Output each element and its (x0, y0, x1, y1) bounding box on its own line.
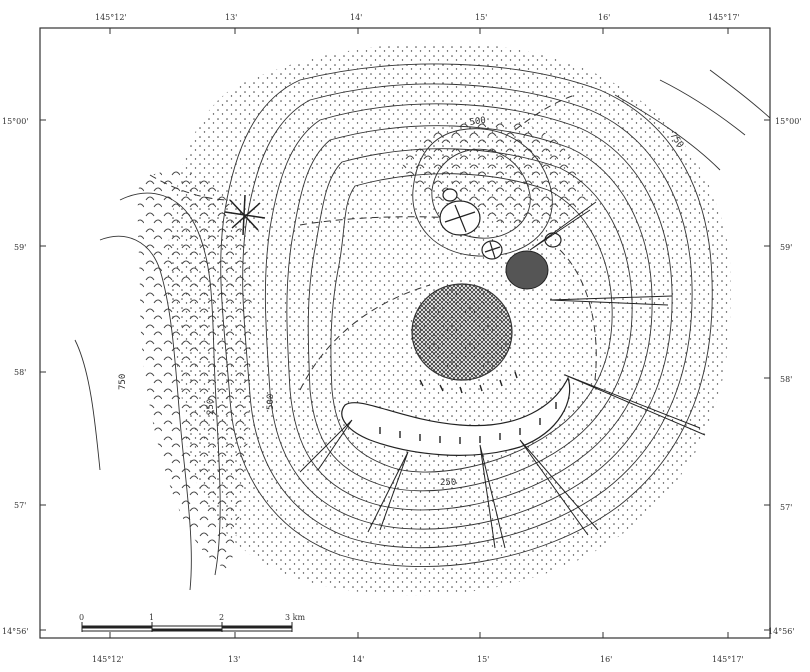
scale-tick-0: 0 (79, 613, 84, 622)
scale-tick-1: 1 (149, 613, 154, 622)
lon-label-top: 145°17' (708, 13, 740, 22)
contour-label-250-west: 250 (206, 399, 216, 415)
frame-ticks (40, 28, 770, 638)
lat-label-left: 58' (14, 368, 26, 377)
lat-label-right: 59' (780, 243, 792, 252)
right-latitude-labels: 15°00' 59' 58' 57' 14°56' (768, 117, 802, 636)
map-frame (39, 27, 771, 639)
arc-pattern-deposit-west (137, 170, 252, 570)
lat-label-right: 57' (780, 503, 792, 512)
left-latitude-labels: 15°00' 59' 58' 57' 14°56' (2, 117, 29, 636)
lon-label-top: 16' (598, 13, 610, 22)
lat-label-right: 14°56' (768, 627, 795, 636)
contour-label-500-center: 500 (266, 394, 276, 410)
lon-label-bottom: 16' (600, 655, 612, 664)
lat-label-left: 14°56' (2, 627, 29, 636)
lon-label-top: 145°12' (95, 13, 127, 22)
bottom-longitude-labels: 145°12' 13' 14' 15' 16' 145°17' (92, 655, 744, 664)
contour-label-250-south: 250 (440, 478, 456, 488)
lat-label-left: 59' (14, 243, 26, 252)
contour-label-500-north: 500 (469, 116, 486, 128)
lat-label-left: 57' (14, 501, 26, 510)
lon-label-bottom: 14' (352, 655, 364, 664)
lon-label-top: 13' (225, 13, 237, 22)
contour-lines (74, 63, 771, 591)
rim-hachures (379, 371, 557, 444)
lon-label-bottom: 15' (477, 655, 489, 664)
lat-label-left: 15°00' (2, 117, 29, 126)
lon-label-bottom: 145°17' (712, 655, 744, 664)
dark-crater (505, 250, 549, 290)
lon-label-top: 14' (350, 13, 362, 22)
top-longitude-labels: 145°12' 13' 14' 15' 16' 145°17' (95, 13, 740, 22)
summit-vent-symbols (439, 188, 562, 260)
central-crater (411, 283, 513, 381)
parasitic-vent-star (224, 194, 266, 236)
caldera-rim-crescent (341, 376, 571, 456)
lon-label-bottom: 13' (228, 655, 240, 664)
lon-label-bottom: 145°12' (92, 655, 124, 664)
lat-label-right: 15°00' (775, 117, 802, 126)
lon-label-top: 15' (475, 13, 487, 22)
radial-fissures (299, 201, 706, 549)
lat-label-right: 58' (780, 375, 792, 384)
scale-tick-3km: 3 km (285, 613, 305, 622)
scale-bar: 0 1 2 3 km (79, 613, 305, 632)
contour-label-750-west: 750 (118, 374, 128, 390)
scale-tick-2: 2 (219, 613, 224, 622)
